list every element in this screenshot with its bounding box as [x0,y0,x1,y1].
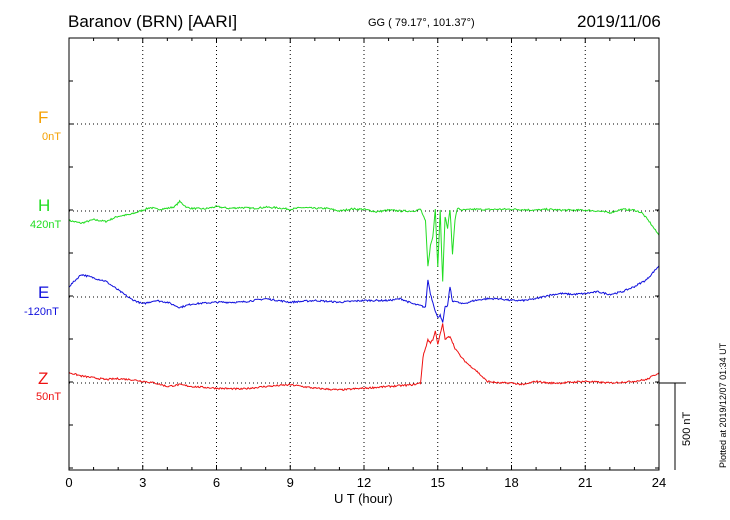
scale-bar-label: 500 nT [681,411,693,446]
series-line-h [68,199,660,282]
x-tick-label: 21 [578,475,592,490]
geographic-coordinates: GG ( 79.17°, 101.37°) [368,17,475,29]
x-tick-label: 0 [65,475,72,490]
date-label: 2019/11/06 [577,12,661,31]
x-tick-label: 12 [357,475,371,490]
x-tick-label: 24 [652,475,666,490]
x-tick-label: 9 [287,475,294,490]
station-title: Baranov (BRN) [AARI] [68,12,238,31]
component-label-f: F [38,108,49,127]
x-axis-label: U T (hour) [334,491,393,506]
baseline-label-h: 420nT [30,219,62,231]
baseline-label-e: -120nT [24,306,59,318]
series-line-e [68,265,660,323]
x-tick-label: 6 [213,475,220,490]
baseline-label-z: 50nT [36,391,62,403]
x-tick-label: 18 [504,475,518,490]
x-tick-label: 3 [139,475,146,490]
component-label-z: Z [38,369,49,388]
baseline-label-f: 0nT [42,131,61,143]
plotted-timestamp: Plotted at 2019/12/07 01:34 UT [718,342,728,468]
series-line-z [68,323,660,391]
x-tick-label: 15 [431,475,445,490]
scale-bar [659,382,686,470]
component-label-e: E [38,283,50,302]
component-label-h: H [38,196,51,215]
